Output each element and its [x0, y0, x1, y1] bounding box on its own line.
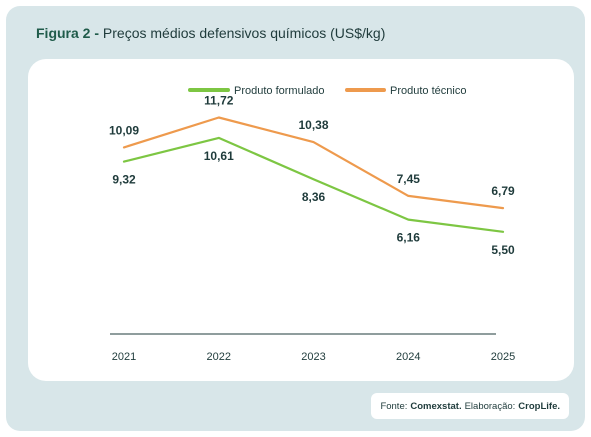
line-chart: 2021 2022 2023 2024 2025 Produto formulado Pro… — [109, 85, 515, 363]
source-note: Fonte: Comexstat. Elaboração: CropLife. — [371, 393, 569, 419]
figure-frame: Figura 2 - Preços médios defensivos quím… — [6, 6, 585, 431]
x-tick-label: 2024 — [396, 351, 420, 363]
figure-title: Figura 2 - Preços médios defensivos quím… — [36, 25, 385, 41]
data-label: 7,45 — [397, 172, 421, 186]
elaboration-prefix: Elaboração: — [464, 400, 516, 412]
figure-title-text: Preços médios defensivos químicos (US$/k… — [102, 25, 386, 41]
data-label: 10,61 — [204, 149, 234, 163]
data-label: 10,38 — [298, 118, 328, 132]
data-label: 10,09 — [109, 123, 139, 137]
x-tick-label: 2025 — [491, 351, 515, 363]
source-name: Comexstat. — [410, 400, 462, 412]
source-prefix: Fonte: — [380, 400, 408, 412]
legend-label: Produto técnico — [390, 85, 466, 97]
series-line-tecnico — [122, 116, 505, 210]
elaboration-name: CropLife. — [518, 400, 560, 412]
data-label: 8,36 — [302, 190, 326, 204]
chart-card: 2021 2022 2023 2024 2025 Produto formulado Pro… — [28, 59, 574, 381]
x-tick-label: 2023 — [301, 351, 325, 363]
data-label: 6,16 — [397, 231, 421, 245]
data-label: 9,32 — [112, 173, 136, 187]
data-label: 6,79 — [491, 184, 515, 198]
figure-title-lead: Figura 2 - — [36, 25, 100, 41]
series-line-formulado — [122, 136, 505, 233]
data-label: 5,50 — [491, 243, 515, 257]
data-label: 11,72 — [204, 94, 234, 108]
x-tick-label: 2021 — [112, 351, 136, 363]
legend-label: Produto formulado — [234, 85, 325, 97]
x-tick-label: 2022 — [207, 351, 231, 363]
